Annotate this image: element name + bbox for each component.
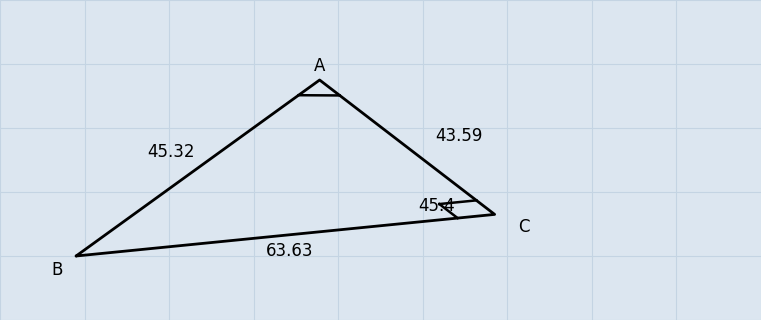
Text: 45.32: 45.32 [148,143,195,161]
Text: B: B [52,261,62,279]
Text: 43.59: 43.59 [435,127,482,145]
Text: 63.63: 63.63 [266,242,313,260]
Text: A: A [314,57,325,75]
Text: 45.4: 45.4 [419,197,455,215]
Text: C: C [517,218,530,236]
